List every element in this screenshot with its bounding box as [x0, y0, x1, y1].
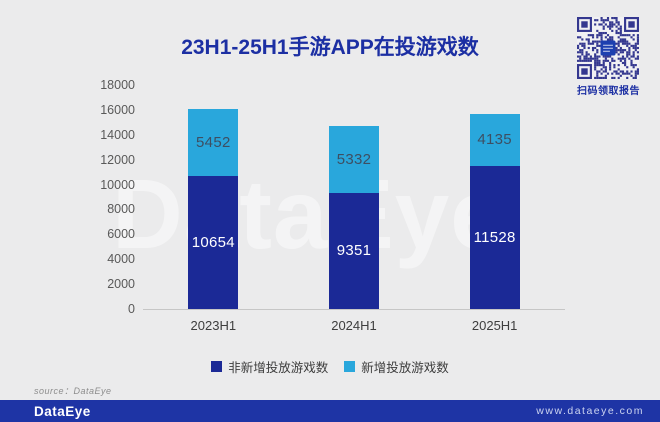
y-axis-tick-label: 16000 [100, 102, 135, 117]
qr-caption: 扫码领取报告 [577, 86, 640, 97]
bar-segment-非新增投放游戏数: 9351 [329, 192, 379, 309]
legend-swatch-icon [211, 361, 223, 372]
x-axis-category-label: 2025H1 [471, 318, 518, 333]
y-axis-tick-label: 4000 [107, 252, 135, 267]
y-axis-tick-label: 2000 [107, 277, 135, 292]
y-axis-tick-label: 12000 [100, 152, 135, 167]
legend-label: 非新增投放游戏数 [228, 361, 329, 375]
bar-value-label: 4135 [477, 131, 512, 149]
bar-segment-新增投放游戏数: 4135 [469, 114, 520, 166]
y-axis-tick-label: 10000 [100, 177, 135, 192]
footer-bar: DataEye www.dataeye.com [0, 400, 660, 422]
legend-label: 新增投放游戏数 [361, 361, 449, 375]
source-note: source：DataEye [34, 386, 112, 396]
footer-url: www.dataeye.com [536, 405, 644, 417]
bar-segment-新增投放游戏数: 5332 [329, 126, 379, 193]
bar-value-label: 5332 [336, 150, 372, 168]
y-axis-tick-label: 14000 [100, 127, 135, 142]
x-axis-category-label: 2024H1 [331, 318, 377, 333]
y-axis-tick-label: 6000 [107, 227, 135, 242]
legend-swatch-icon [344, 361, 356, 372]
chart-title: 23H1-25H1手游APP在投游戏数 [181, 36, 479, 59]
qr-block: 扫码领取报告 [577, 17, 640, 97]
bar-segment-非新增投放游戏数: 10654 [188, 176, 239, 309]
bar-value-label: 10654 [191, 234, 235, 252]
x-axis-line [143, 309, 565, 310]
legend-item: 新增投放游戏数 [344, 357, 449, 376]
bar-value-label: 9351 [336, 242, 372, 260]
qr-code-icon [577, 17, 639, 79]
y-axis-tick-label: 8000 [107, 202, 135, 217]
y-axis-tick-label: 0 [128, 302, 135, 316]
chart-legend: 非新增投放游戏数 新增投放游戏数 [0, 357, 660, 376]
bar-value-label: 11528 [473, 228, 516, 246]
bar-value-label: 5452 [196, 133, 231, 151]
legend-item: 非新增投放游戏数 [211, 357, 328, 376]
dataeye-logo: DataEye [34, 403, 91, 419]
x-axis-category-label: 2023H1 [190, 318, 237, 333]
y-axis-tick-label: 18000 [100, 78, 135, 92]
bar-segment-非新增投放游戏数: 11528 [469, 165, 520, 309]
bar-segment-新增投放游戏数: 5452 [188, 108, 239, 177]
